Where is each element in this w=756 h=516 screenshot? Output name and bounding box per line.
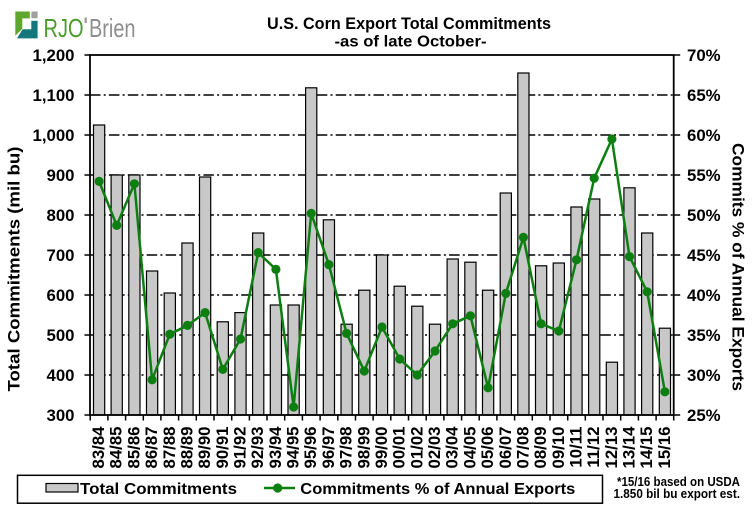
svg-text:*15/16 based on USDA: *15/16 based on USDA [617,475,740,489]
svg-text:Total Commitments: Total Commitments [80,481,237,498]
svg-text:900: 900 [47,166,75,185]
svg-text:91/92: 91/92 [231,427,250,469]
svg-text:35%: 35% [687,326,721,345]
svg-text:84/85: 84/85 [107,427,126,469]
svg-text:1,100: 1,100 [33,86,75,105]
svg-text:Commitments % of Annual Export: Commitments % of Annual Exports [300,481,575,498]
svg-text:Total Commitments (mil bu): Total Commitments (mil bu) [6,147,24,392]
svg-text:97/98: 97/98 [337,427,356,469]
svg-text:Commits % of Annual Exports: Commits % of Annual Exports [729,143,747,391]
svg-text:03/04: 03/04 [443,426,462,469]
svg-text:500: 500 [47,326,75,345]
svg-text:50%: 50% [687,206,721,225]
svg-text:600: 600 [47,286,75,305]
svg-text:13/14: 13/14 [620,426,639,469]
svg-text:96/97: 96/97 [319,427,338,469]
svg-text:30%: 30% [687,366,721,385]
svg-text:15/16: 15/16 [655,427,674,469]
svg-text:05/06: 05/06 [478,427,497,469]
svg-text:88/89: 88/89 [178,427,197,469]
svg-text:01/02: 01/02 [407,427,426,469]
svg-text:04/05: 04/05 [460,427,479,469]
svg-text:25%: 25% [687,406,721,425]
svg-text:99/00: 99/00 [372,427,391,469]
svg-text:700: 700 [47,246,75,265]
svg-text:09/10: 09/10 [549,427,568,469]
svg-text:02/03: 02/03 [425,427,444,469]
svg-text:800: 800 [47,206,75,225]
svg-text:89/90: 89/90 [195,427,214,469]
svg-text:RJO: RJO [44,13,84,43]
svg-text:85/86: 85/86 [124,427,143,469]
svg-text:90/91: 90/91 [213,427,232,469]
svg-text:U.S. Corn Export Total Commitm: U.S. Corn Export Total Commitments [267,14,551,33]
svg-text:1.850 bil bu export est.: 1.850 bil bu export est. [614,487,741,501]
svg-text:92/93: 92/93 [248,427,267,469]
svg-text:95/96: 95/96 [301,427,320,469]
svg-text:55%: 55% [687,166,721,185]
svg-text:00/01: 00/01 [390,427,409,469]
svg-text:11/12: 11/12 [584,427,603,468]
svg-text:86/87: 86/87 [142,427,161,469]
svg-text:45%: 45% [687,246,721,265]
svg-text:87/88: 87/88 [160,427,179,469]
svg-text:14/15: 14/15 [637,427,656,469]
svg-text:-as of late October-: -as of late October- [335,34,487,51]
svg-text:08/09: 08/09 [531,427,550,469]
svg-text:70%: 70% [687,46,721,65]
svg-text:65%: 65% [687,86,721,105]
svg-text:Brien: Brien [89,13,136,43]
svg-text:07/08: 07/08 [513,427,532,469]
svg-text:98/99: 98/99 [354,427,373,469]
svg-text:60%: 60% [687,126,721,145]
svg-text:10/11: 10/11 [567,427,586,468]
svg-text:40%: 40% [687,286,721,305]
svg-text:83/84: 83/84 [89,426,108,469]
svg-text:12/13: 12/13 [602,427,621,469]
svg-text:1,200: 1,200 [33,46,75,65]
svg-text:400: 400 [47,366,75,385]
svg-text:94/95: 94/95 [284,427,303,469]
svg-text:300: 300 [47,406,75,425]
svg-text:06/07: 06/07 [496,427,515,469]
svg-text:1,000: 1,000 [33,126,75,145]
svg-text:93/94: 93/94 [266,426,285,469]
